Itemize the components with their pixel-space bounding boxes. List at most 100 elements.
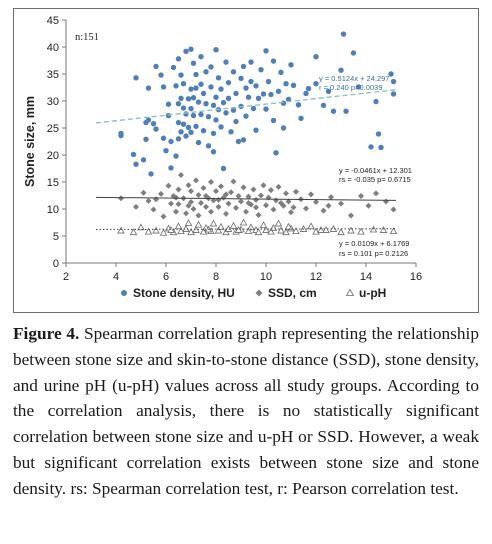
ssd-point [183, 210, 189, 217]
ssd-point [175, 186, 182, 193]
density-point [193, 85, 199, 91]
density-point [228, 129, 234, 135]
density-point [375, 131, 382, 137]
ssd-point [160, 213, 167, 220]
density-point [220, 99, 227, 106]
density-point [185, 96, 192, 102]
density-point [213, 117, 219, 123]
ssd-point [223, 191, 229, 198]
y-tick-label: 35 [47, 69, 59, 81]
density-point [223, 110, 229, 116]
ph-point [214, 226, 223, 234]
density-point [260, 91, 267, 97]
ssd-point [175, 201, 182, 208]
density-point [350, 50, 357, 56]
y-tick-label: 15 [47, 177, 59, 189]
density-point [253, 127, 259, 133]
density-point [213, 47, 219, 53]
ssd-point [195, 191, 202, 198]
ph-point [234, 226, 243, 233]
density-point [325, 88, 332, 94]
density-point [173, 153, 179, 159]
density-point [188, 86, 194, 92]
ssd-point [240, 184, 247, 191]
x-tick-label: 14 [360, 271, 372, 283]
ph-point [307, 222, 315, 230]
ph-point [117, 226, 125, 234]
density-point [210, 102, 217, 109]
density-point [305, 85, 312, 92]
density-point [195, 99, 202, 105]
density-point [280, 100, 287, 106]
figure-label: Figure 4. [13, 324, 80, 343]
density-point [118, 130, 124, 137]
ssd-point [118, 195, 124, 202]
ssd-point [188, 198, 194, 205]
density-point [253, 83, 259, 89]
ssd-point [208, 208, 214, 215]
scatter-chart: 0 5 10 15 20 25 30 35 40 45 2 4 6 8 10 12 14 16 Stone size… [23, 15, 422, 300]
legend-label-ph: u-pH [359, 286, 386, 300]
ssd-point [238, 198, 244, 205]
density-point [230, 107, 237, 113]
density-point [175, 119, 182, 126]
density-point [178, 72, 184, 78]
ph-point [317, 226, 325, 233]
ph-point [262, 226, 270, 233]
ssd-point [365, 202, 372, 209]
ssd-point [235, 193, 242, 200]
density-point [140, 157, 147, 163]
density-point [213, 94, 219, 100]
density-point [285, 96, 292, 103]
density-point [173, 83, 179, 89]
ph-point [267, 227, 275, 235]
density-point [263, 106, 269, 112]
ssd-point [188, 188, 194, 195]
density-point [320, 102, 327, 109]
ssd-trend-equation: y = -0.0461x + 12.301 [339, 166, 412, 175]
density-trend-stats: r = 0.240 p=0.0039 [319, 83, 382, 92]
ssd-point [200, 184, 207, 191]
density-point [180, 81, 187, 87]
density-point [210, 130, 217, 137]
ssd-point [348, 212, 354, 219]
ph-point [159, 228, 168, 236]
density-point [188, 129, 194, 136]
y-axis-label: Stone size, mm [23, 96, 37, 187]
density-point [175, 136, 182, 142]
ssd-point [285, 198, 292, 205]
ph-point [174, 222, 183, 230]
density-point [163, 147, 169, 154]
ssd-point [328, 194, 334, 201]
density-point [215, 75, 222, 81]
density-trendline [95, 89, 397, 124]
ssd-point [260, 182, 267, 189]
density-point [198, 81, 204, 87]
density-point [168, 165, 174, 171]
density-point [278, 69, 284, 76]
ssd-point [153, 196, 159, 203]
density-point [165, 101, 172, 107]
ssd-point [255, 211, 262, 218]
ssd-point [178, 171, 184, 178]
density-point [200, 90, 207, 97]
ssd-point [303, 205, 309, 212]
x-tick-label: 12 [310, 271, 322, 283]
ph-point [284, 222, 293, 230]
chart-frame: 0 5 10 15 20 25 30 35 40 45 2 4 6 8 10 12 14 16 Stone size… [13, 8, 479, 313]
density-point [343, 108, 349, 114]
ph-point [177, 227, 185, 235]
ssd-point [193, 177, 199, 184]
ssd-point [283, 190, 289, 197]
ssd-point [293, 188, 299, 195]
density-point [183, 133, 189, 139]
legend-marker-ssd [255, 289, 263, 297]
density-point [175, 101, 182, 107]
density-point [195, 139, 202, 146]
ph-point [259, 221, 268, 229]
ssd-point [233, 204, 239, 211]
ssd-point [313, 198, 319, 205]
ssd-point [203, 203, 209, 210]
ssd-point [265, 194, 272, 201]
ph-point [192, 226, 200, 233]
